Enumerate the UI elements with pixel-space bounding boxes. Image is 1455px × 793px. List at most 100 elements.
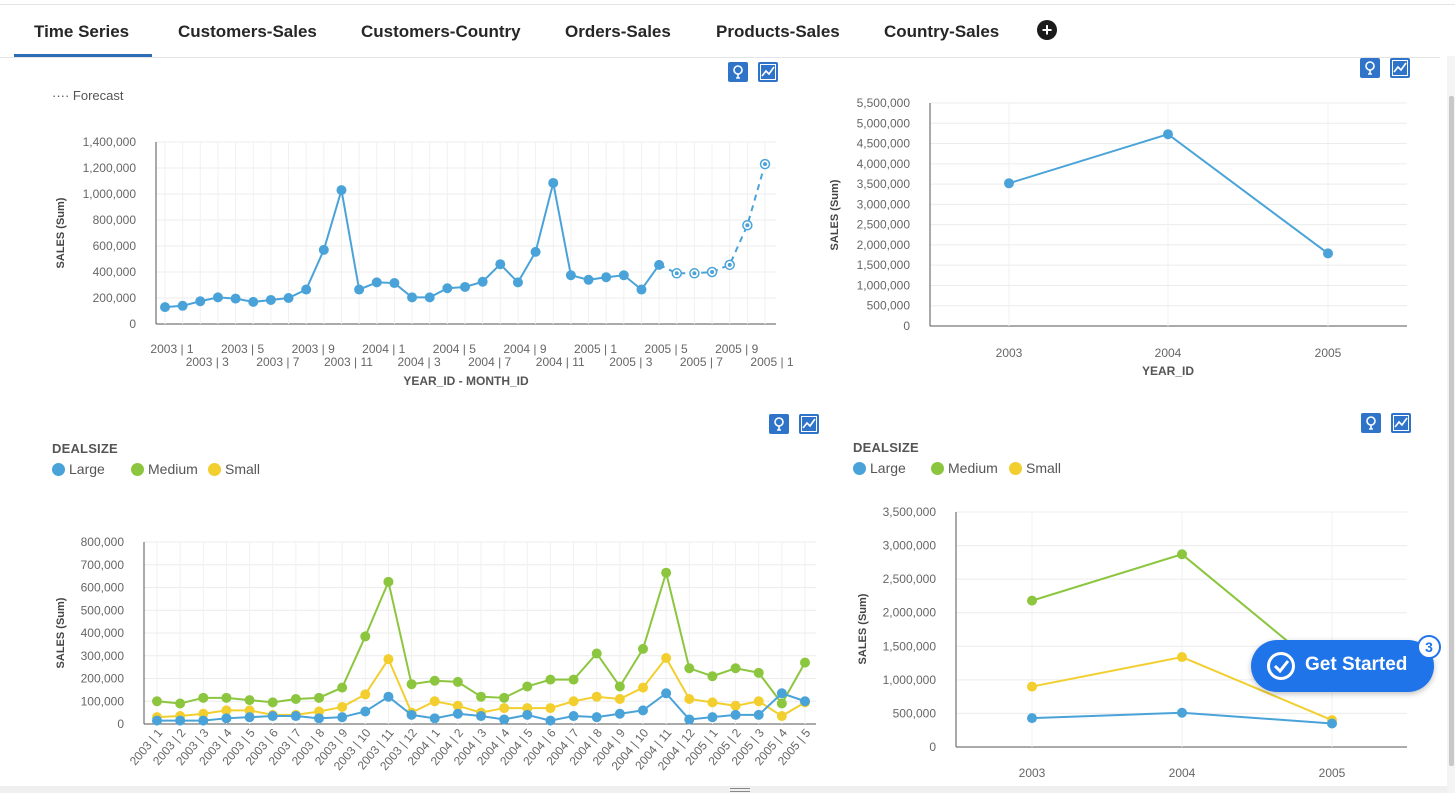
legend-item-medium[interactable]: Medium [931,460,998,476]
data-point [424,292,435,303]
data-point-small [499,703,510,714]
legend-item-medium[interactable]: Medium [131,461,198,477]
x-tick-label: 2004 | 9 [503,342,546,356]
lightbulb-icon[interactable] [769,414,789,434]
data-point-medium [499,692,510,703]
data-point-small [753,696,764,707]
data-point-small [730,700,741,711]
lightbulb-icon[interactable] [1361,413,1381,433]
data-point-large [638,705,648,716]
data-point-medium [776,698,787,709]
data-point-medium [152,696,162,707]
data-point-large [1327,718,1337,729]
y-tick-label: 0 [117,717,124,731]
data-point-medium [314,692,324,703]
line-chart-icon[interactable] [1391,413,1411,433]
forecast-point-center [727,262,732,267]
y-tick-label: 400,000 [81,626,125,640]
data-point-medium [360,631,371,642]
legend-item-large[interactable]: Large [853,460,906,476]
x-tick-label: 2004 | 1 [362,342,405,356]
x-axis-label: YEAR_ID [1142,364,1194,378]
data-point-small [452,700,463,711]
y-tick-label: 3,000,000 [883,539,937,553]
legend-item-small[interactable]: Small [1009,460,1061,476]
x-tick-label: 2005 [1315,346,1342,360]
data-point-medium [198,692,209,703]
legend-label: Large [870,460,906,476]
data-point-large [684,714,695,725]
data-point-medium [545,674,556,685]
data-point-large [499,714,510,725]
x-tick-label: 2003 | 9 [292,342,335,356]
x-tick-label: 2005 | 3 [609,355,652,369]
tab-time-series[interactable]: Time Series [34,22,130,41]
y-tick-label: 500,000 [81,603,125,617]
y-tick-label: 700,000 [81,558,125,572]
forecast-point-center [692,271,697,276]
scrollbar-thumb[interactable] [1449,96,1454,766]
tab-products-sales[interactable]: Products-Sales [716,22,840,41]
data-point [601,272,612,283]
data-point-small [383,654,394,665]
data-point [265,294,276,305]
lightbulb-icon[interactable] [1360,58,1380,78]
data-point-large [591,712,602,723]
line-chart-icon[interactable] [799,414,819,434]
data-point [477,276,488,287]
line-chart-icon[interactable] [1390,58,1410,78]
resize-handle-icon[interactable] [730,788,750,792]
legend-dot [208,463,221,476]
y-tick-label: 200,000 [93,291,137,305]
data-point-medium [614,681,625,692]
data-point [548,177,559,188]
data-point-small [221,705,232,716]
y-tick-label: 600,000 [81,581,125,595]
y-axis-label: SALES (Sum) [55,197,67,268]
tab-orders-sales[interactable]: Orders-Sales [565,22,671,41]
data-point-small [360,689,371,700]
y-tick-label: 3,500,000 [857,177,911,191]
data-point-medium [1177,549,1187,560]
data-point-large [337,712,348,723]
data-point [195,296,206,307]
y-tick-label: 100,000 [81,694,125,708]
tab-country-sales[interactable]: Country-Sales [884,22,1000,41]
check-circle-icon [1267,652,1295,680]
x-tick-label: 2003 [1019,766,1046,780]
legend-item-large[interactable]: Large [52,461,105,477]
y-tick-label: 2,000,000 [883,606,937,620]
data-point [318,244,329,255]
x-tick-label: 2003 | 3 [186,355,229,369]
lightbulb-icon[interactable] [728,62,748,82]
x-tick-label: 2004 [1169,766,1196,780]
data-point-small [337,701,348,712]
y-tick-label: 0 [929,740,936,754]
y-tick-label: 1,500,000 [883,639,937,653]
y-tick-label: 5,000,000 [857,116,911,130]
data-point-medium [175,698,186,709]
data-point-small [684,693,695,704]
data-point [618,270,629,281]
data-point-medium [800,657,810,668]
data-point-medium [221,692,232,703]
legend-item-small[interactable]: Small [208,461,260,477]
x-tick-label: 2003 [996,346,1023,360]
data-point-large [476,711,486,722]
y-tick-label: 1,500,000 [857,258,911,272]
data-point-large [198,715,209,726]
data-point-large [360,706,371,717]
y-tick-label: 500,000 [893,706,937,720]
get-started-button[interactable]: Get Started [1251,640,1434,692]
tab-customers-country[interactable]: Customers-Country [361,22,521,41]
data-point-medium [707,671,718,682]
data-point-large [707,712,718,723]
data-point-small [776,711,787,722]
data-point-large [522,709,533,720]
tab-customers-sales[interactable]: Customers-Sales [178,22,317,41]
data-point-large [545,715,556,726]
line-chart-icon[interactable] [758,62,778,82]
bottom-strip [0,786,1447,793]
add-tab-icon[interactable]: + [1037,20,1057,40]
